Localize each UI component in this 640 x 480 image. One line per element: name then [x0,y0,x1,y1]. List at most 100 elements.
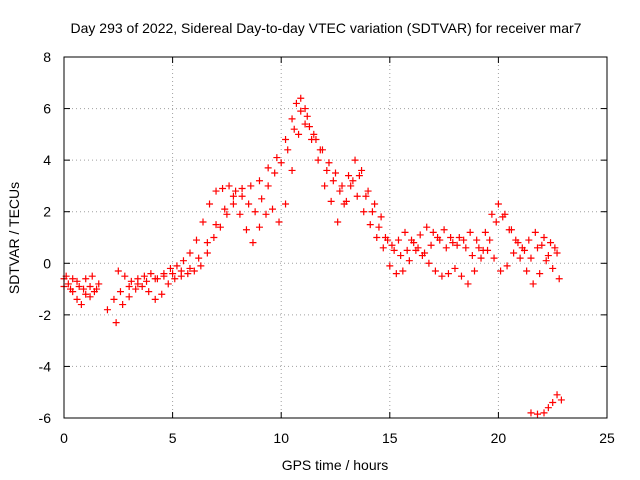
data-point-plus [449,239,457,247]
data-point-plus [77,301,85,309]
data-point-plus [414,244,422,252]
data-point-plus [232,187,240,195]
data-point-plus [238,185,246,193]
data-point-plus [490,254,498,262]
data-point-plus [549,264,557,272]
data-point-plus [371,200,379,208]
data-point-plus [125,293,133,301]
data-point-plus [190,267,198,275]
data-point-plus [332,169,339,177]
data-point-plus [512,236,520,244]
data-point-plus [516,254,524,262]
data-point-plus [269,205,277,213]
data-point-plus [321,182,329,190]
data-point-plus [212,221,220,229]
x-tick-label: 10 [273,430,289,446]
data-point-plus [229,200,237,208]
data-point-plus [282,200,290,208]
data-point-plus [492,218,500,226]
data-point-plus [527,254,535,262]
data-point-plus [510,249,518,257]
data-point-plus [290,125,298,133]
data-point-plus [223,210,231,218]
data-point-plus [206,200,214,208]
data-point-plus [93,285,101,293]
grid [64,57,607,418]
data-point-plus [310,130,318,138]
data-point-plus [242,226,250,234]
data-point-plus [358,166,366,174]
data-point-plus [125,282,133,290]
data-point-plus [177,272,185,280]
data-point-plus [338,182,346,190]
data-point-plus [305,123,313,131]
data-point-plus [225,182,233,190]
data-point-plus [264,164,272,172]
data-point-plus [69,275,77,283]
data-point-plus [80,285,88,293]
data-point-plus [455,234,463,241]
data-point-plus [67,285,75,293]
data-point-plus [401,228,409,236]
y-tick-label: -6 [39,410,52,426]
data-point-plus [503,262,511,270]
axis-ticks: 0 5 10 15 20 25 -6 -4 -2 0 2 4 6 8 [39,49,615,446]
data-point-plus [308,136,316,144]
data-point-plus [555,275,563,283]
data-point-plus [82,275,90,283]
data-point-plus [186,249,194,257]
y-axis-label: SDTVAR / TECUs [6,182,22,294]
data-marks [60,94,565,418]
data-point-plus [533,244,541,252]
data-point-plus [143,277,151,285]
data-point-plus [86,293,94,301]
data-point-plus [377,213,385,221]
data-point-plus [147,270,155,278]
data-point-plus [255,223,263,231]
data-point-plus [468,252,476,260]
data-point-plus [73,277,81,285]
data-point-plus [158,290,166,298]
data-point-plus [75,282,83,290]
data-point-plus [336,187,344,195]
data-point-plus [551,244,559,252]
data-point-plus [249,239,257,247]
data-point-plus [347,182,355,190]
data-point-plus [301,105,309,113]
data-point-plus [457,272,465,280]
data-point-plus [488,210,496,218]
data-point-plus [64,280,72,288]
data-point-plus [121,272,129,280]
data-point-plus [529,280,537,288]
data-point-plus [179,257,187,265]
data-point-plus [497,267,505,275]
data-point-plus [392,270,400,278]
data-point-plus [427,241,435,249]
data-point-plus [373,234,381,241]
data-point-plus [255,177,263,185]
data-point-plus [221,205,229,213]
data-point-plus [475,244,483,252]
data-point-plus [442,244,450,252]
data-point-plus [127,277,135,285]
data-point-plus [140,272,148,280]
data-point-plus [544,252,552,260]
data-point-plus [553,391,561,399]
data-point-plus [245,200,253,208]
data-point-plus [112,319,120,327]
data-point-plus [153,275,161,283]
data-point-plus [386,262,394,270]
data-point-plus [536,270,544,278]
data-point-plus [216,223,224,231]
data-point-plus [379,244,387,252]
data-point-plus [295,130,303,138]
data-point-plus [329,177,337,185]
data-point-plus [288,166,296,174]
data-point-plus [327,197,335,205]
data-point-plus [116,288,124,296]
data-point-plus [527,409,535,417]
data-point-plus [471,267,479,275]
data-point-plus [169,270,177,278]
data-point-plus [557,396,565,404]
